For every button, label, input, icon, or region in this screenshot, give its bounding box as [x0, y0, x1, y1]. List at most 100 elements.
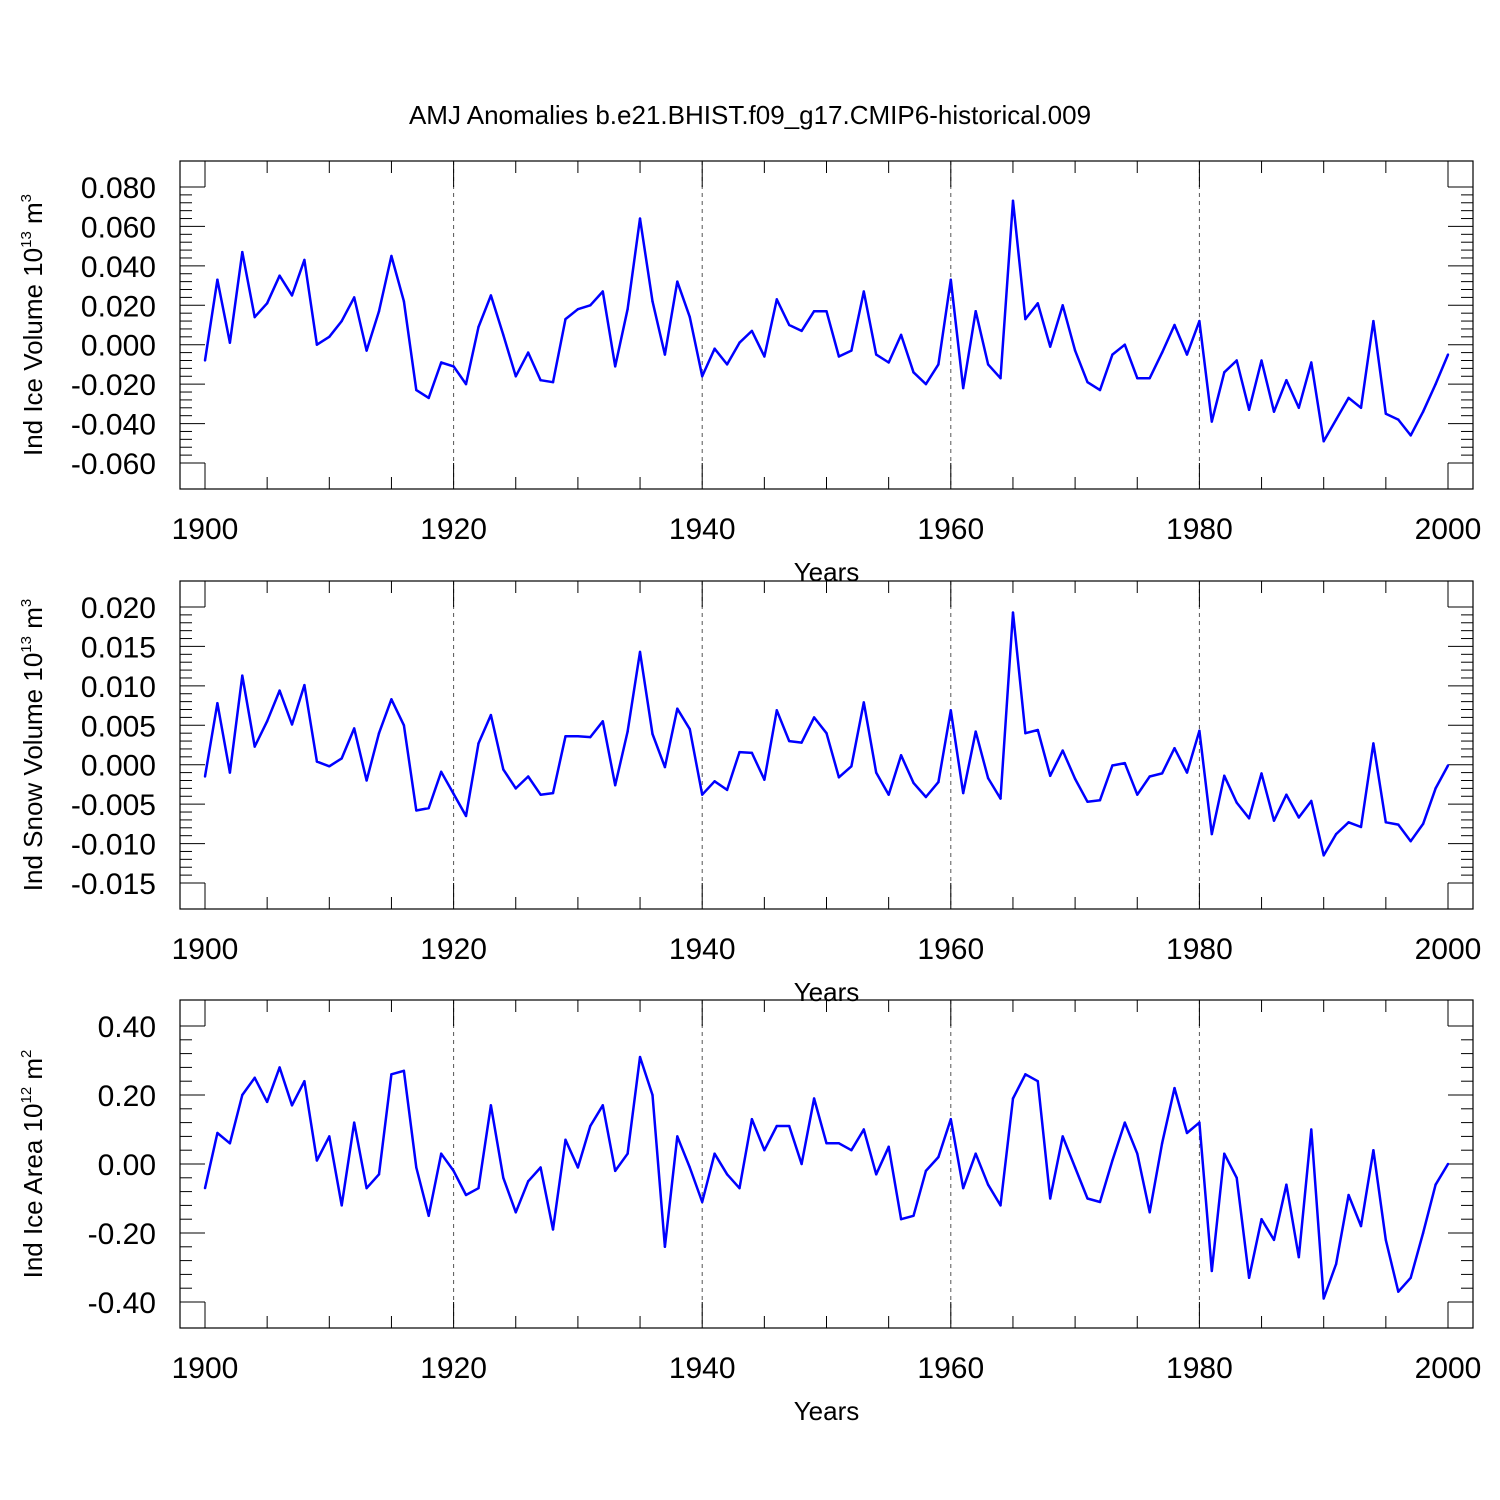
data-point — [589, 1124, 592, 1128]
data-point — [986, 1183, 990, 1186]
data-point — [862, 290, 865, 293]
data-point — [638, 650, 642, 654]
data-point — [1334, 418, 1338, 421]
data-point — [788, 1124, 791, 1128]
data-point — [477, 742, 480, 745]
data-point — [1036, 728, 1040, 732]
plot-frame — [179, 580, 1474, 910]
y-tick-label: 0.040 — [81, 251, 156, 284]
data-point — [1446, 764, 1450, 767]
data-point — [489, 1104, 493, 1107]
data-point — [1073, 1166, 1077, 1169]
data-point — [663, 765, 667, 769]
x-tick-label: 1900 — [172, 513, 239, 546]
y-tick-label: -0.060 — [71, 448, 156, 481]
data-point — [1446, 1162, 1450, 1166]
data-point — [1173, 746, 1176, 750]
y-tick-label: -0.20 — [88, 1218, 156, 1251]
data-point — [502, 333, 505, 337]
data-point — [1049, 345, 1052, 348]
data-point — [328, 1135, 331, 1138]
data-point — [962, 386, 965, 390]
data-point — [439, 1152, 443, 1155]
data-point — [663, 353, 667, 356]
data-point — [601, 290, 604, 293]
data-point — [1024, 317, 1027, 321]
data-point — [1210, 832, 1214, 836]
data-point — [688, 728, 691, 731]
data-point — [390, 698, 393, 701]
data-point — [899, 333, 903, 337]
data-point — [1073, 349, 1077, 352]
data-point — [489, 713, 493, 717]
data-point — [452, 365, 455, 368]
data-point — [589, 735, 592, 739]
data-point — [1297, 1255, 1301, 1259]
data-point — [1136, 1152, 1139, 1155]
data-point — [812, 1097, 816, 1100]
data-point — [725, 1173, 729, 1176]
data-point — [949, 709, 952, 712]
data-point — [464, 1193, 468, 1197]
data-point — [502, 1176, 505, 1180]
data-point — [1272, 1238, 1276, 1242]
data-point — [688, 315, 691, 319]
data-point — [937, 780, 940, 784]
data-point — [1111, 353, 1114, 356]
data-point — [1123, 343, 1127, 346]
data-point — [1098, 388, 1102, 392]
data-point — [1061, 304, 1064, 307]
data-point — [962, 791, 965, 795]
data-point — [526, 775, 530, 778]
data-point — [750, 751, 754, 755]
data-point — [750, 329, 754, 333]
y-tick-label: 0.010 — [81, 671, 156, 704]
data-point — [265, 1100, 269, 1104]
data-point — [825, 1142, 828, 1145]
data-point — [1210, 420, 1214, 423]
data-point — [924, 1169, 928, 1173]
data-point — [788, 739, 791, 743]
data-point — [1223, 1152, 1226, 1155]
data-point — [228, 341, 232, 344]
y-tick-label: 0.080 — [81, 172, 156, 205]
y-tick-label: 0.015 — [81, 631, 156, 664]
y-tick-label: -0.040 — [71, 409, 156, 442]
data-point — [1111, 1159, 1114, 1162]
data-point — [638, 1055, 642, 1059]
data-point — [526, 1180, 530, 1183]
data-point — [1297, 816, 1301, 819]
data-point — [265, 720, 269, 723]
data-point — [1160, 1142, 1164, 1145]
y-tick-label: 0.020 — [81, 592, 156, 625]
data-point — [912, 1214, 915, 1217]
data-point — [763, 355, 766, 358]
y-tick-label: 0.20 — [98, 1080, 156, 1113]
data-point — [390, 1073, 393, 1076]
x-tick-label: 1920 — [420, 1352, 487, 1385]
data-point — [1235, 801, 1238, 804]
data-point — [1359, 825, 1363, 829]
data-point — [464, 814, 468, 818]
data-point — [701, 1200, 704, 1204]
data-point — [303, 258, 306, 262]
data-point — [1235, 1176, 1238, 1180]
data-point — [452, 792, 455, 796]
data-point — [1322, 854, 1325, 857]
data-point — [1285, 1183, 1288, 1186]
data-point — [613, 365, 617, 368]
data-point — [576, 308, 580, 311]
data-point — [253, 315, 256, 319]
data-point — [216, 278, 219, 281]
panel-snow-volume: -0.015 -0.010 -0.005 0.000 0.005 0.010 0.015 0.… — [18, 580, 1481, 1007]
data-point — [1347, 396, 1350, 400]
data-point — [1322, 1297, 1325, 1300]
data-point — [514, 1211, 517, 1214]
data-point — [676, 280, 679, 283]
data-point — [887, 1145, 890, 1148]
data-point — [601, 1104, 604, 1107]
data-point — [1123, 761, 1127, 765]
data-point — [875, 1173, 878, 1176]
data-point — [1210, 1269, 1214, 1273]
data-point — [1372, 319, 1375, 323]
